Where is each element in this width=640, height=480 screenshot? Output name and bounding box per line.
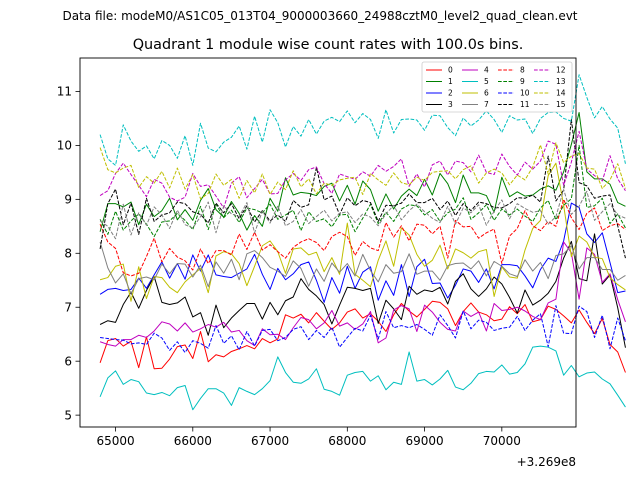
series-line-9	[99, 144, 626, 238]
legend-label-1: 1	[448, 77, 453, 86]
series-line-5	[99, 345, 626, 411]
legend-label-12: 12	[556, 66, 566, 75]
x-tick-label: 65000	[96, 434, 134, 448]
y-tick-label: 10	[57, 139, 72, 153]
y-tick-label: 7	[64, 301, 72, 315]
legend-label-6: 6	[484, 89, 489, 98]
legend-label-2: 2	[448, 89, 453, 98]
x-axis: 65000 66000 67000 68000 69000 70000	[96, 427, 521, 448]
series-line-4	[99, 241, 626, 347]
legend-label-13: 13	[556, 77, 566, 86]
series-line-11	[99, 119, 626, 259]
chart-suptitle: Data file: modeM0/AS1C05_013T04_90000036…	[62, 9, 577, 23]
series-line-1	[99, 111, 626, 232]
series-line-12	[99, 130, 626, 209]
y-tick-label: 11	[57, 85, 72, 99]
y-tick-label: 5	[64, 408, 72, 422]
legend-label-3: 3	[448, 100, 453, 109]
x-axis-offset-label: +3.269e8	[517, 455, 576, 469]
x-tick-label: 70000	[483, 434, 521, 448]
x-tick-label: 68000	[328, 434, 366, 448]
plot-area-frame	[79, 57, 577, 428]
x-tick-label: 66000	[174, 434, 212, 448]
x-tick-label: 69000	[405, 434, 443, 448]
y-tick-label: 8	[64, 247, 72, 261]
series-line-13	[99, 74, 626, 166]
series-line-7	[99, 241, 626, 295]
legend-label-10: 10	[520, 89, 530, 98]
series-line-10	[100, 305, 626, 354]
legend-label-9: 9	[520, 77, 525, 86]
series-line-2	[99, 202, 626, 303]
legend-label-15: 15	[556, 100, 566, 109]
legend-box	[421, 61, 573, 113]
legend-label-8: 8	[520, 66, 525, 75]
y-tick-label: 9	[64, 193, 72, 207]
x-tick-label: 67000	[251, 434, 289, 448]
legend-label-14: 14	[556, 89, 566, 98]
legend-label-7: 7	[484, 100, 489, 109]
legend-label-11: 11	[520, 100, 530, 109]
legend-label-5: 5	[484, 77, 489, 86]
series-line-14	[99, 142, 626, 200]
series-line-15	[99, 189, 626, 240]
series-line-6	[99, 162, 626, 302]
legend-label-4: 4	[484, 66, 489, 75]
series-line-3	[99, 233, 626, 348]
chart-title: Quadrant 1 module wise count rates with …	[133, 37, 524, 53]
y-axis: 5 6 7 8 9 10 11	[57, 85, 80, 422]
series-layer	[99, 74, 626, 411]
legend-label-0: 0	[448, 66, 453, 75]
y-tick-label: 6	[64, 354, 72, 368]
